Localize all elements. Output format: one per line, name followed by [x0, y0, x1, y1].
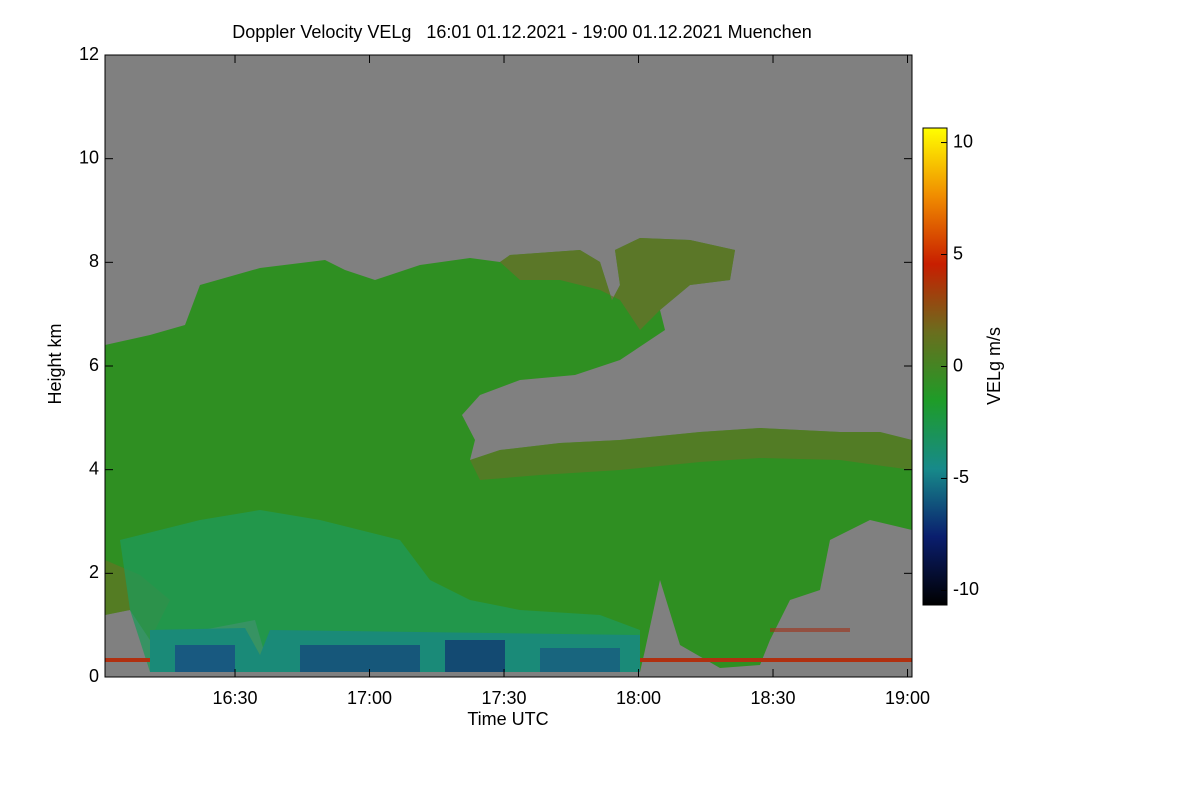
y-tick-label: 0: [89, 666, 99, 686]
y-tick-label: 4: [89, 458, 99, 478]
x-axis-label: Time UTC: [467, 709, 548, 729]
y-tick-label: 10: [79, 147, 99, 167]
colorbar-tick-label: -10: [953, 579, 979, 599]
x-tick-label: 16:30: [212, 688, 257, 708]
colorbar-tick-label: -5: [953, 467, 969, 487]
x-tick-label: 17:00: [347, 688, 392, 708]
y-tick-label: 12: [79, 44, 99, 64]
x-tick-label: 18:30: [750, 688, 795, 708]
colorbar-tick-label: 0: [953, 355, 963, 375]
x-tick-label: 17:30: [481, 688, 526, 708]
y-axis-label: Height km: [45, 323, 65, 404]
x-tick-label: 18:00: [616, 688, 661, 708]
y-tick-label: 8: [89, 251, 99, 271]
colorbar-tick-label: 5: [953, 243, 963, 263]
colorbar-label: VELg m/s: [984, 327, 1004, 405]
y-tick-label: 6: [89, 355, 99, 375]
chart-title: Doppler Velocity VELg 16:01 01.12.2021 -…: [232, 22, 811, 42]
colorbar-tick-label: 10: [953, 131, 973, 151]
cloud-field: [105, 238, 912, 672]
y-tick-label: 2: [89, 562, 99, 582]
x-tick-label: 19:00: [885, 688, 930, 708]
